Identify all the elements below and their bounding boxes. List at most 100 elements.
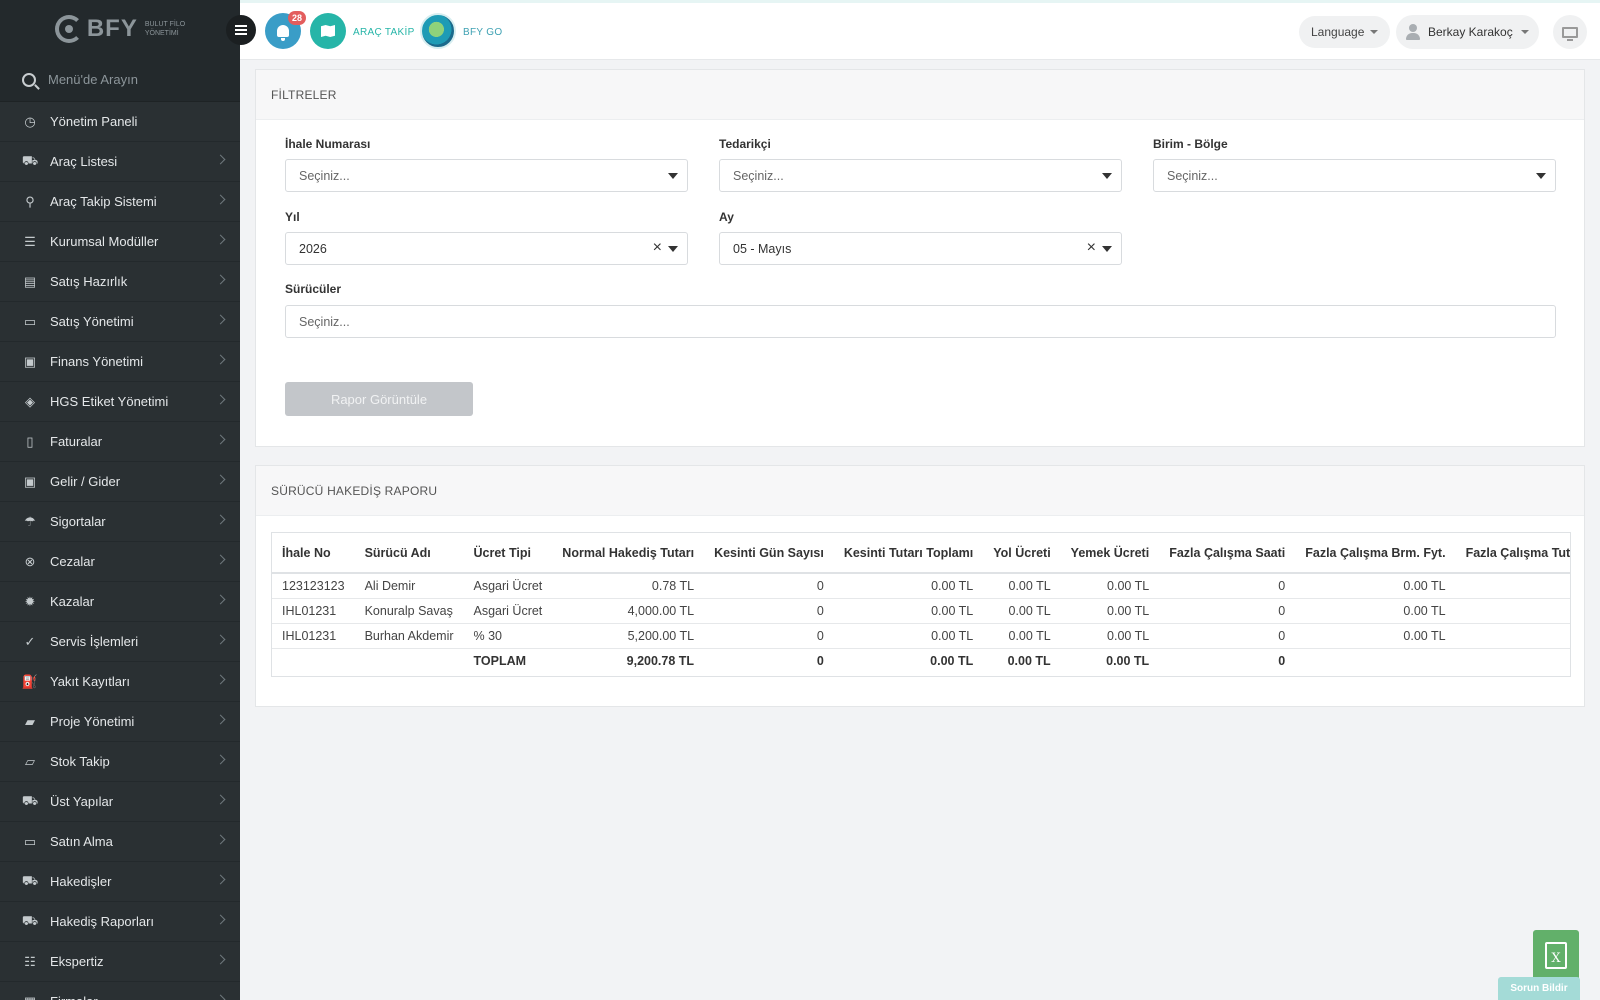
chevron-right-icon <box>215 994 226 1000</box>
sidebar-item[interactable]: ▯ Faturalar <box>0 422 240 462</box>
column-header[interactable]: Fazla Çalışma Tutarı <box>1455 533 1570 574</box>
user-menu[interactable]: Berkay Karakoç <box>1396 15 1539 49</box>
column-header[interactable]: Sürücü Adı <box>354 533 464 574</box>
sidebar-item[interactable]: ▣ Finans Yönetimi <box>0 342 240 382</box>
report-table-scroll[interactable]: İhale No Sürücü Adı Ücret Tipi Normal Haked… <box>271 532 1571 677</box>
sidebar-item[interactable]: ◈ HGS Etiket Yönetimi <box>0 382 240 422</box>
umbrella-icon: ☂ <box>24 513 36 529</box>
table-total-row: TOPLAM 9,200.78 TL 0 0.00 TL 0.00 TL 0.00 TL 0 <box>272 648 1570 673</box>
sidebar-item[interactable]: ▣ Gelir / Gider <box>0 462 240 502</box>
sidebar-item[interactable]: ▦ Firmalar <box>0 982 240 1000</box>
sidebar-item[interactable]: ▭ Satış Yönetimi <box>0 302 240 342</box>
total-cell <box>1295 648 1455 673</box>
arac-takip-button[interactable] <box>310 13 346 49</box>
sidebar-item[interactable]: ⛽ Yakıt Kayıtları <box>0 662 240 702</box>
menu-toggle-button[interactable] <box>226 15 256 45</box>
report-card: SÜRÜCÜ HAKEDİŞ RAPORU İhale No Sürücü Adı… <box>255 465 1585 707</box>
column-header[interactable]: Kesinti Tutarı Toplamı <box>833 533 984 574</box>
chevron-right-icon <box>215 554 226 565</box>
money-icon: ▣ <box>23 353 37 369</box>
clear-icon[interactable]: × <box>652 239 662 256</box>
sidebar-item-label: Cezalar <box>50 554 95 569</box>
table-cell: 0 <box>704 623 834 649</box>
yil-select-value: 2026 <box>299 241 327 256</box>
table-cell: IHL01231 <box>272 623 355 649</box>
bfy-go-button[interactable] <box>420 13 456 49</box>
table-row: IHL01231 Konuralp Savaş Asgari Ücret 4,000.… <box>272 598 1570 624</box>
brand-logo[interactable]: BFY BULUT FİLO YÖNETİMİ <box>54 15 185 43</box>
bfy-go-link[interactable]: BFY GO <box>463 27 503 38</box>
report-issue-button[interactable]: Sorun Bildir <box>1498 977 1580 1000</box>
table-cell: 0.00 TL <box>833 573 984 599</box>
sidebar-item[interactable]: ⊗ Cezalar <box>0 542 240 582</box>
dropdown-arrow-icon <box>668 246 678 252</box>
sidebar-item-label: Hakediş Raporları <box>50 914 155 929</box>
sidebar: BFY BULUT FİLO YÖNETİMİ ◷ Yönetim Paneli ⛟… <box>0 0 240 1000</box>
table-cell: 0 <box>704 598 834 624</box>
chevron-right-icon <box>215 234 226 245</box>
sidebar-item[interactable]: ✹ Kazalar <box>0 582 240 622</box>
table-cell: % 30 <box>463 623 553 649</box>
clear-icon[interactable]: × <box>1086 239 1096 256</box>
fuel-icon: ⛽ <box>21 673 39 689</box>
fullscreen-button[interactable] <box>1553 15 1587 49</box>
tedarikci-label: Tedarikçi <box>719 137 771 151</box>
truck-icon: ⛟ <box>21 872 39 888</box>
sidebar-item-label: Finans Yönetimi <box>50 354 143 369</box>
user-icon <box>1406 24 1420 40</box>
sidebar-item[interactable]: ⛟ Araç Listesi <box>0 142 240 182</box>
tedarikci-select[interactable]: Seçiniz... <box>719 159 1122 192</box>
ay-select[interactable]: 05 - Mayıs × <box>719 232 1122 265</box>
sidebar-item[interactable]: ☷ Ekspertiz <box>0 942 240 982</box>
dropdown-arrow-icon <box>668 173 678 179</box>
sidebar-item[interactable]: ◷ Yönetim Paneli <box>0 102 240 142</box>
table-cell: Asgari Ücret <box>463 598 553 624</box>
column-header[interactable]: Fazla Çalışma Saati <box>1159 533 1296 574</box>
chevron-right-icon <box>215 394 226 405</box>
column-header[interactable]: Normal Hakediş Tutarı <box>552 533 705 574</box>
birim-select[interactable]: Seçiniz... <box>1153 159 1556 192</box>
sidebar-item-label: HGS Etiket Yönetimi <box>50 394 169 409</box>
sidebar-item[interactable]: ▱ Stok Takip <box>0 742 240 782</box>
total-cell: 9,200.78 TL <box>626 653 695 668</box>
column-header[interactable]: Fazla Çalışma Brm. Fyt. <box>1295 533 1456 574</box>
column-header[interactable]: Kesinti Gün Sayısı <box>704 533 834 574</box>
yil-select[interactable]: 2026 × <box>285 232 688 265</box>
suruculer-select[interactable]: Seçiniz... <box>285 305 1556 338</box>
sidebar-item[interactable]: ⛟ Hakedişler <box>0 862 240 902</box>
ihale-select[interactable]: Seçiniz... <box>285 159 688 192</box>
column-header[interactable]: Ücret Tipi <box>463 533 553 574</box>
chevron-right-icon <box>215 154 226 165</box>
sidebar-item[interactable]: ▤ Satış Hazırlık <box>0 262 240 302</box>
sidebar-item[interactable]: ▭ Satın Alma <box>0 822 240 862</box>
table-cell <box>1455 573 1570 599</box>
sidebar-item[interactable]: ☰ Kurumsal Modüller <box>0 222 240 262</box>
dropdown-arrow-icon <box>1102 246 1112 252</box>
column-header[interactable]: Yol Ücreti <box>983 533 1061 574</box>
total-cell: 0.00 TL <box>1007 653 1051 668</box>
arac-takip-link[interactable]: ARAÇ TAKİP <box>353 27 415 38</box>
birim-select-placeholder: Seçiniz... <box>1167 168 1218 183</box>
chevron-right-icon <box>215 274 226 285</box>
sidebar-item[interactable]: ☂ Sigortalar <box>0 502 240 542</box>
sidebar-item[interactable]: ⛟ Üst Yapılar <box>0 782 240 822</box>
sidebar-item[interactable]: ▰ Proje Yönetimi <box>0 702 240 742</box>
sidebar-item[interactable]: ⛟ Hakediş Raporları <box>0 902 240 942</box>
sidebar-item-label: Servis İşlemleri <box>50 634 139 649</box>
caret-down-icon <box>1370 30 1379 34</box>
table-cell: 0 <box>1159 573 1296 599</box>
sidebar-item[interactable]: ✓ Servis İşlemleri <box>0 622 240 662</box>
ay-label: Ay <box>719 210 734 224</box>
chevron-right-icon <box>215 754 226 765</box>
sidebar-item[interactable]: ⚲ Araç Takip Sistemi <box>0 182 240 222</box>
language-dropdown[interactable]: Language <box>1299 16 1391 48</box>
excel-export-button[interactable]: X <box>1533 930 1579 980</box>
chevron-right-icon <box>215 914 226 925</box>
view-report-button[interactable]: Rapor Görüntüle <box>285 382 473 416</box>
caret-down-icon <box>1520 30 1529 34</box>
column-header[interactable]: İhale No <box>272 533 355 574</box>
cash-icon: ▣ <box>23 473 37 489</box>
table-cell: 0.00 TL <box>983 623 1061 649</box>
menu-search-input[interactable] <box>48 72 218 87</box>
column-header[interactable]: Yemek Ücreti <box>1060 533 1160 574</box>
